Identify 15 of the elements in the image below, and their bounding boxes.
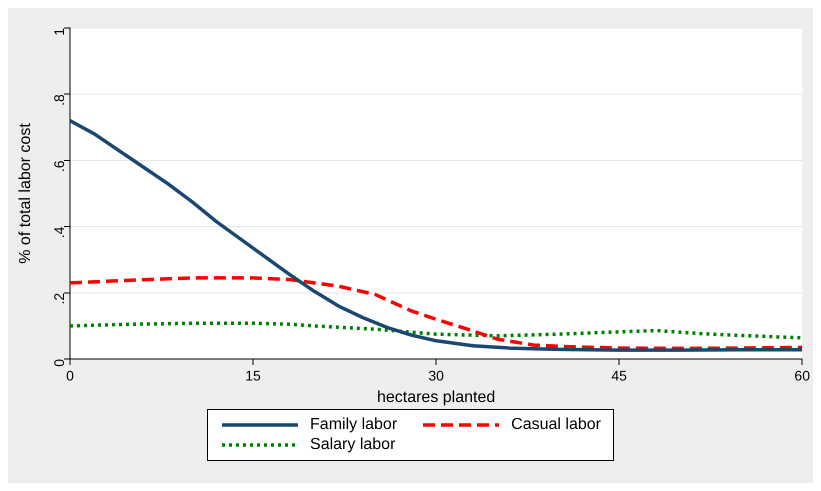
y-tick-label: .8 [50,94,67,106]
y-tick-label: .2 [50,292,67,304]
x-tick-label: 15 [245,367,262,384]
legend-label: Casual labor [511,416,601,434]
x-tick-label: 30 [428,367,444,384]
legend-label: Salary labor [310,436,396,454]
y-tick-label: .4 [50,226,67,238]
x-tick-label: 60 [794,367,810,384]
y-tick-label: .6 [50,160,67,172]
x-tick-label: 45 [611,367,628,384]
y-axis-title: % of total labor cost [17,122,34,264]
legend-label: Family labor [310,416,398,434]
y-tick-label: 0 [50,358,67,367]
y-tick-label: 1 [50,28,67,36]
x-axis-title: hectares planted [376,388,496,406]
